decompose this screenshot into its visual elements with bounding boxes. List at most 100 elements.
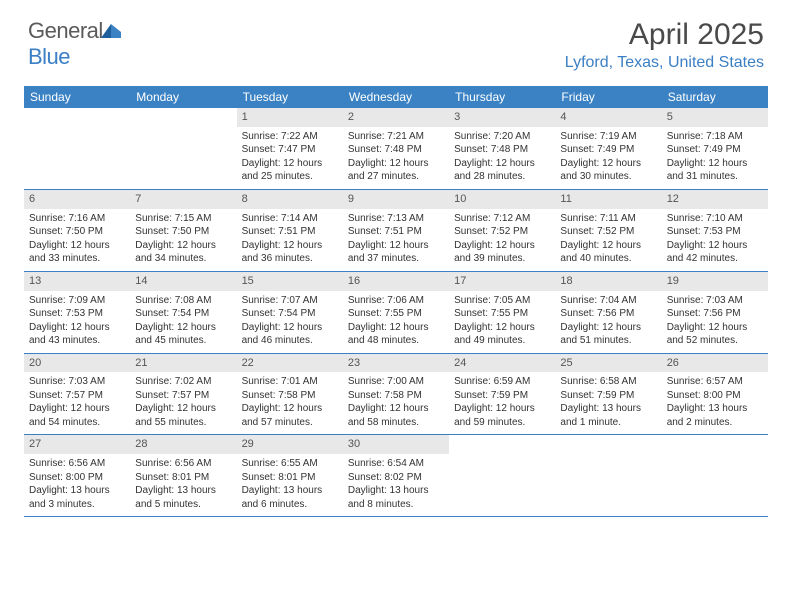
day-number: 3 — [449, 108, 555, 127]
day-cell: 4Sunrise: 7:19 AMSunset: 7:49 PMDaylight… — [555, 108, 661, 189]
sunset-text: Sunset: 8:00 PM — [29, 471, 125, 485]
sunrise-text: Sunrise: 7:22 AM — [242, 130, 338, 144]
daylight-text: Daylight: 12 hours and 57 minutes. — [242, 402, 338, 429]
sunrise-text: Sunrise: 7:02 AM — [135, 375, 231, 389]
day-number: 7 — [130, 190, 236, 209]
day-body: Sunrise: 7:09 AMSunset: 7:53 PMDaylight:… — [24, 291, 130, 353]
day-body: Sunrise: 7:14 AMSunset: 7:51 PMDaylight:… — [237, 209, 343, 271]
day-body: Sunrise: 6:58 AMSunset: 7:59 PMDaylight:… — [555, 372, 661, 434]
sunset-text: Sunset: 8:00 PM — [667, 389, 763, 403]
day-body: Sunrise: 7:20 AMSunset: 7:48 PMDaylight:… — [449, 127, 555, 189]
sunrise-text: Sunrise: 7:07 AM — [242, 294, 338, 308]
sunset-text: Sunset: 7:53 PM — [29, 307, 125, 321]
day-body: Sunrise: 6:56 AMSunset: 8:00 PMDaylight:… — [24, 454, 130, 516]
sunrise-text: Sunrise: 7:16 AM — [29, 212, 125, 226]
day-number: 22 — [237, 354, 343, 373]
weekday-header: Friday — [555, 86, 661, 108]
day-body: Sunrise: 7:00 AMSunset: 7:58 PMDaylight:… — [343, 372, 449, 434]
day-cell: 30Sunrise: 6:54 AMSunset: 8:02 PMDayligh… — [343, 435, 449, 516]
day-number: 16 — [343, 272, 449, 291]
day-body: Sunrise: 6:59 AMSunset: 7:59 PMDaylight:… — [449, 372, 555, 434]
day-cell: 25Sunrise: 6:58 AMSunset: 7:59 PMDayligh… — [555, 354, 661, 435]
sunset-text: Sunset: 7:53 PM — [667, 225, 763, 239]
day-body: Sunrise: 7:05 AMSunset: 7:55 PMDaylight:… — [449, 291, 555, 353]
sunrise-text: Sunrise: 6:54 AM — [348, 457, 444, 471]
day-cell: 29Sunrise: 6:55 AMSunset: 8:01 PMDayligh… — [237, 435, 343, 516]
day-cell: 7Sunrise: 7:15 AMSunset: 7:50 PMDaylight… — [130, 190, 236, 271]
sunset-text: Sunset: 7:48 PM — [454, 143, 550, 157]
day-body: Sunrise: 6:56 AMSunset: 8:01 PMDaylight:… — [130, 454, 236, 516]
sunrise-text: Sunrise: 7:09 AM — [29, 294, 125, 308]
day-cell: 19Sunrise: 7:03 AMSunset: 7:56 PMDayligh… — [662, 272, 768, 353]
sunset-text: Sunset: 7:51 PM — [242, 225, 338, 239]
sunrise-text: Sunrise: 7:04 AM — [560, 294, 656, 308]
logo-part2: Blue — [28, 44, 70, 69]
sunset-text: Sunset: 7:59 PM — [560, 389, 656, 403]
day-number: 15 — [237, 272, 343, 291]
day-number: 10 — [449, 190, 555, 209]
sunset-text: Sunset: 7:55 PM — [454, 307, 550, 321]
day-body: Sunrise: 6:54 AMSunset: 8:02 PMDaylight:… — [343, 454, 449, 516]
day-number: 4 — [555, 108, 661, 127]
daylight-text: Daylight: 12 hours and 28 minutes. — [454, 157, 550, 184]
daylight-text: Daylight: 12 hours and 39 minutes. — [454, 239, 550, 266]
weekday-header: Thursday — [449, 86, 555, 108]
day-cell: 14Sunrise: 7:08 AMSunset: 7:54 PMDayligh… — [130, 272, 236, 353]
daylight-text: Daylight: 12 hours and 45 minutes. — [135, 321, 231, 348]
sunset-text: Sunset: 7:51 PM — [348, 225, 444, 239]
sunrise-text: Sunrise: 7:10 AM — [667, 212, 763, 226]
daylight-text: Daylight: 12 hours and 37 minutes. — [348, 239, 444, 266]
sunset-text: Sunset: 7:47 PM — [242, 143, 338, 157]
day-cell: 10Sunrise: 7:12 AMSunset: 7:52 PMDayligh… — [449, 190, 555, 271]
day-cell — [449, 435, 555, 516]
sunrise-text: Sunrise: 7:05 AM — [454, 294, 550, 308]
day-cell: 18Sunrise: 7:04 AMSunset: 7:56 PMDayligh… — [555, 272, 661, 353]
day-cell — [130, 108, 236, 189]
day-number: 23 — [343, 354, 449, 373]
sunrise-text: Sunrise: 7:03 AM — [29, 375, 125, 389]
daylight-text: Daylight: 13 hours and 8 minutes. — [348, 484, 444, 511]
sunrise-text: Sunrise: 7:18 AM — [667, 130, 763, 144]
day-body: Sunrise: 7:16 AMSunset: 7:50 PMDaylight:… — [24, 209, 130, 271]
day-body: Sunrise: 7:19 AMSunset: 7:49 PMDaylight:… — [555, 127, 661, 189]
day-body: Sunrise: 7:04 AMSunset: 7:56 PMDaylight:… — [555, 291, 661, 353]
day-number: 5 — [662, 108, 768, 127]
sunset-text: Sunset: 7:50 PM — [29, 225, 125, 239]
day-body: Sunrise: 7:01 AMSunset: 7:58 PMDaylight:… — [237, 372, 343, 434]
daylight-text: Daylight: 12 hours and 51 minutes. — [560, 321, 656, 348]
day-cell: 12Sunrise: 7:10 AMSunset: 7:53 PMDayligh… — [662, 190, 768, 271]
week-row: 20Sunrise: 7:03 AMSunset: 7:57 PMDayligh… — [24, 354, 768, 436]
sunset-text: Sunset: 7:55 PM — [348, 307, 444, 321]
daylight-text: Daylight: 13 hours and 6 minutes. — [242, 484, 338, 511]
sunrise-text: Sunrise: 6:56 AM — [29, 457, 125, 471]
daylight-text: Daylight: 12 hours and 46 minutes. — [242, 321, 338, 348]
weekday-header: Sunday — [24, 86, 130, 108]
day-cell: 24Sunrise: 6:59 AMSunset: 7:59 PMDayligh… — [449, 354, 555, 435]
day-body: Sunrise: 7:13 AMSunset: 7:51 PMDaylight:… — [343, 209, 449, 271]
day-cell: 16Sunrise: 7:06 AMSunset: 7:55 PMDayligh… — [343, 272, 449, 353]
day-cell: 22Sunrise: 7:01 AMSunset: 7:58 PMDayligh… — [237, 354, 343, 435]
sunrise-text: Sunrise: 6:59 AM — [454, 375, 550, 389]
daylight-text: Daylight: 12 hours and 34 minutes. — [135, 239, 231, 266]
week-row: 6Sunrise: 7:16 AMSunset: 7:50 PMDaylight… — [24, 190, 768, 272]
sunrise-text: Sunrise: 7:19 AM — [560, 130, 656, 144]
day-cell: 28Sunrise: 6:56 AMSunset: 8:01 PMDayligh… — [130, 435, 236, 516]
day-number: 29 — [237, 435, 343, 454]
day-body: Sunrise: 7:21 AMSunset: 7:48 PMDaylight:… — [343, 127, 449, 189]
daylight-text: Daylight: 12 hours and 30 minutes. — [560, 157, 656, 184]
day-body: Sunrise: 7:08 AMSunset: 7:54 PMDaylight:… — [130, 291, 236, 353]
logo: GeneralBlue — [28, 18, 123, 70]
title-block: April 2025 Lyford, Texas, United States — [565, 18, 764, 72]
week-row: 13Sunrise: 7:09 AMSunset: 7:53 PMDayligh… — [24, 272, 768, 354]
sunrise-text: Sunrise: 7:11 AM — [560, 212, 656, 226]
day-body: Sunrise: 7:10 AMSunset: 7:53 PMDaylight:… — [662, 209, 768, 271]
location-text: Lyford, Texas, United States — [565, 54, 764, 72]
day-number: 28 — [130, 435, 236, 454]
sunset-text: Sunset: 7:54 PM — [242, 307, 338, 321]
day-cell: 13Sunrise: 7:09 AMSunset: 7:53 PMDayligh… — [24, 272, 130, 353]
day-cell: 15 Sunrise: 7:07 AMSunset: 7:54 PMDayligh… — [237, 272, 343, 353]
daylight-text: Daylight: 13 hours and 3 minutes. — [29, 484, 125, 511]
daylight-text: Daylight: 12 hours and 48 minutes. — [348, 321, 444, 348]
sunrise-text: Sunrise: 7:12 AM — [454, 212, 550, 226]
day-number: 9 — [343, 190, 449, 209]
